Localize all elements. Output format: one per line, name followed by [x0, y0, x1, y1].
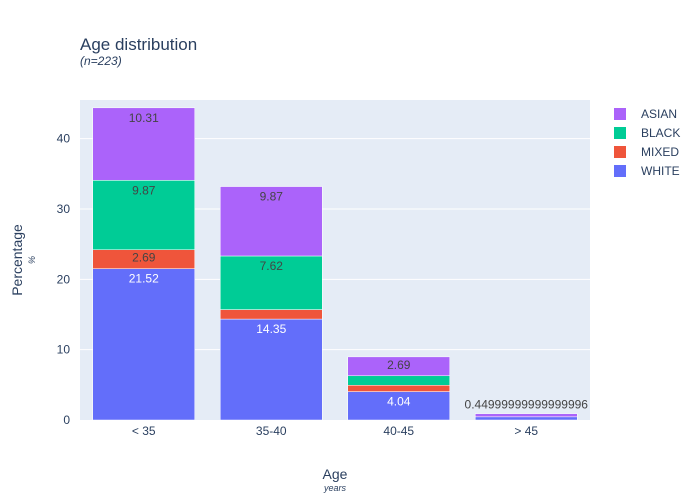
bar-segment[interactable]	[220, 318, 323, 421]
legend-label: BLACK	[641, 126, 680, 140]
x-axis-subtitle: years	[323, 483, 347, 493]
legend-swatch	[614, 127, 626, 139]
bar-segment[interactable]	[92, 107, 195, 181]
bar-segment[interactable]	[220, 186, 323, 257]
chart-subtitle: (n=223)	[80, 54, 122, 68]
x-axis-title: Age	[323, 466, 348, 482]
x-axis-ticks: < 35 35-40 40-45 > 45	[132, 424, 539, 438]
legend-swatch	[614, 108, 626, 120]
bar-value-label: 4.04	[387, 395, 411, 409]
y-tick-label: 0	[63, 413, 70, 427]
x-tick-label: 40-45	[383, 424, 414, 438]
y-tick-label: 30	[57, 202, 71, 216]
bar-segment[interactable]	[92, 268, 195, 421]
bars	[92, 107, 578, 421]
legend-item[interactable]: BLACK	[614, 126, 680, 140]
y-tick-label: 10	[57, 343, 71, 357]
y-axis-subtitle: %	[27, 256, 37, 264]
x-tick-label: < 35	[132, 424, 156, 438]
legend-item[interactable]: WHITE	[614, 164, 680, 178]
legend-item[interactable]: ASIAN	[614, 107, 677, 121]
bar-value-label: 9.87	[260, 190, 284, 204]
bar-value-label: 10.31	[129, 111, 159, 125]
legend-label: ASIAN	[641, 107, 677, 121]
bar-segment[interactable]	[347, 385, 450, 392]
chart-title: Age distribution	[80, 35, 197, 54]
bar-value-label: 2.69	[132, 251, 156, 265]
x-tick-label: 35-40	[256, 424, 287, 438]
legend[interactable]: ASIAN BLACK MIXED WHITE	[614, 107, 680, 178]
y-tick-label: 20	[57, 272, 71, 286]
legend-label: MIXED	[641, 145, 679, 159]
legend-swatch	[614, 165, 626, 177]
bar-value-label: 0.44999999999999996	[465, 398, 589, 412]
bar-segment[interactable]	[347, 375, 450, 386]
bar-value-label: 7.62	[260, 259, 284, 273]
legend-label: WHITE	[641, 164, 680, 178]
x-tick-label: > 45	[514, 424, 538, 438]
bar-segment[interactable]	[92, 180, 195, 250]
bar-segment[interactable]	[220, 309, 323, 320]
legend-swatch	[614, 146, 626, 158]
bar-segment[interactable]	[347, 356, 450, 377]
bar-value-label: 2.69	[387, 358, 411, 372]
y-axis-ticks: 0 10 20 30 40	[57, 132, 71, 427]
y-tick-label: 40	[57, 132, 71, 146]
y-axis-title: Percentage	[9, 224, 25, 296]
bar-segment[interactable]	[475, 413, 578, 418]
bar-value-label: 9.87	[132, 183, 156, 197]
data-labels: 21.52 14.35 4.04 2.69 9.87 7.62 10.31 9.87 2.69 0…	[129, 111, 589, 412]
legend-item[interactable]: MIXED	[614, 145, 679, 159]
bar-value-label: 14.35	[256, 322, 286, 336]
bar-segment[interactable]	[475, 416, 578, 421]
bar-value-label: 21.52	[129, 272, 159, 286]
bar-segment[interactable]	[347, 391, 450, 421]
bar-segment[interactable]	[220, 255, 323, 310]
